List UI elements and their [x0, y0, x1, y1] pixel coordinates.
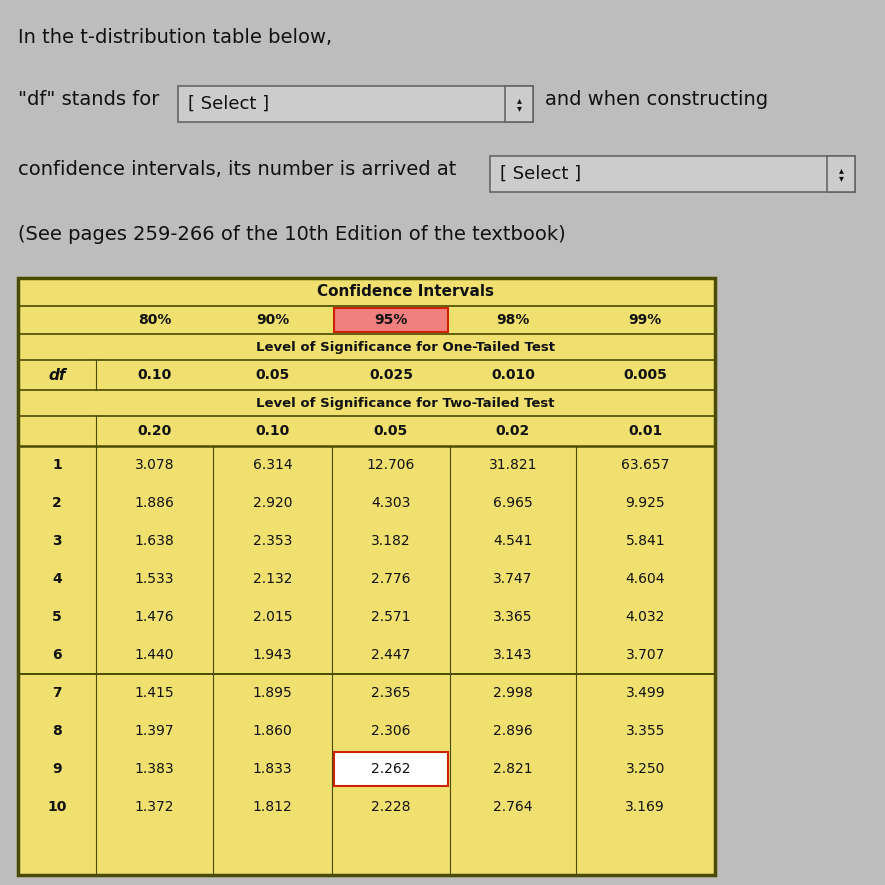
- Bar: [18, 278, 715, 875]
- Text: 98%: 98%: [496, 313, 529, 327]
- Bar: [505, 86, 533, 122]
- Text: 3: 3: [52, 534, 62, 548]
- Text: 9: 9: [52, 762, 62, 776]
- Text: 2.447: 2.447: [371, 648, 411, 662]
- Text: 6.965: 6.965: [493, 496, 533, 510]
- Text: Level of Significance for One-Tailed Test: Level of Significance for One-Tailed Tes…: [256, 341, 555, 353]
- Text: 3.182: 3.182: [371, 534, 411, 548]
- Text: 1.415: 1.415: [135, 686, 174, 700]
- Text: 2: 2: [52, 496, 62, 510]
- Text: 3.143: 3.143: [493, 648, 533, 662]
- Text: 1.476: 1.476: [135, 610, 174, 624]
- Text: 7: 7: [52, 686, 62, 700]
- Text: 1.833: 1.833: [252, 762, 292, 776]
- Text: 2.353: 2.353: [253, 534, 292, 548]
- Text: 3.747: 3.747: [493, 572, 533, 586]
- Text: ▴
▾: ▴ ▾: [839, 165, 843, 183]
- Text: df: df: [49, 367, 65, 382]
- Text: 0.20: 0.20: [137, 424, 172, 438]
- Text: 3.707: 3.707: [626, 648, 665, 662]
- Text: Level of Significance for Two-Tailed Test: Level of Significance for Two-Tailed Tes…: [257, 396, 555, 410]
- Text: 4.032: 4.032: [626, 610, 665, 624]
- Text: and when constructing: and when constructing: [545, 90, 768, 109]
- Text: [ Select ]: [ Select ]: [500, 165, 581, 183]
- Text: 80%: 80%: [138, 313, 172, 327]
- Text: confidence intervals, its number is arrived at: confidence intervals, its number is arri…: [18, 160, 457, 179]
- Text: 2.306: 2.306: [371, 724, 411, 738]
- Text: 1.372: 1.372: [135, 800, 174, 814]
- Bar: [178, 86, 533, 122]
- Text: 1: 1: [52, 458, 62, 472]
- Text: 3.078: 3.078: [135, 458, 174, 472]
- Text: 0.02: 0.02: [496, 424, 530, 438]
- Text: 2.571: 2.571: [371, 610, 411, 624]
- Text: 0.01: 0.01: [628, 424, 663, 438]
- Text: 2.365: 2.365: [371, 686, 411, 700]
- Text: 2.776: 2.776: [371, 572, 411, 586]
- Text: 2.262: 2.262: [371, 762, 411, 776]
- Bar: [18, 278, 715, 875]
- Text: 63.657: 63.657: [621, 458, 669, 472]
- Text: ▴
▾: ▴ ▾: [517, 95, 521, 113]
- Text: (See pages 259-266 of the 10th Edition of the textbook): (See pages 259-266 of the 10th Edition o…: [18, 225, 566, 244]
- Text: 4: 4: [52, 572, 62, 586]
- Text: 1.440: 1.440: [135, 648, 174, 662]
- Text: 90%: 90%: [256, 313, 289, 327]
- Text: 10: 10: [47, 800, 66, 814]
- Text: 0.10: 0.10: [255, 424, 289, 438]
- Text: 1.533: 1.533: [135, 572, 174, 586]
- Text: 2.920: 2.920: [252, 496, 292, 510]
- Text: 9.925: 9.925: [626, 496, 666, 510]
- Text: 2.821: 2.821: [493, 762, 533, 776]
- Text: 4.604: 4.604: [626, 572, 665, 586]
- Text: 0.10: 0.10: [137, 368, 172, 382]
- Text: 0.005: 0.005: [623, 368, 667, 382]
- Text: 1.812: 1.812: [252, 800, 292, 814]
- Text: 6.314: 6.314: [252, 458, 292, 472]
- Text: 2.998: 2.998: [493, 686, 533, 700]
- Text: 5.841: 5.841: [626, 534, 666, 548]
- Text: 3.169: 3.169: [626, 800, 666, 814]
- Text: "df" stands for: "df" stands for: [18, 90, 159, 109]
- Text: 1.895: 1.895: [252, 686, 292, 700]
- Text: 0.05: 0.05: [373, 424, 408, 438]
- Text: 3.250: 3.250: [626, 762, 665, 776]
- Text: 2.015: 2.015: [252, 610, 292, 624]
- Text: 1.383: 1.383: [135, 762, 174, 776]
- Text: [ Select ]: [ Select ]: [188, 95, 269, 113]
- Bar: [334, 752, 448, 786]
- Text: 6: 6: [52, 648, 62, 662]
- Bar: [334, 308, 448, 332]
- Text: 5: 5: [52, 610, 62, 624]
- Text: Confidence Intervals: Confidence Intervals: [317, 284, 494, 299]
- Text: 1.860: 1.860: [252, 724, 292, 738]
- Text: 1.397: 1.397: [135, 724, 174, 738]
- Text: 3.499: 3.499: [626, 686, 666, 700]
- Text: 4.303: 4.303: [371, 496, 411, 510]
- Bar: [827, 156, 855, 192]
- Text: 31.821: 31.821: [489, 458, 537, 472]
- Bar: [490, 156, 855, 192]
- Text: 8: 8: [52, 724, 62, 738]
- Text: 1.886: 1.886: [135, 496, 174, 510]
- Text: 1.638: 1.638: [135, 534, 174, 548]
- Text: 2.228: 2.228: [371, 800, 411, 814]
- Text: 3.355: 3.355: [626, 724, 665, 738]
- Text: 3.365: 3.365: [493, 610, 533, 624]
- Text: 0.05: 0.05: [255, 368, 289, 382]
- Text: 4.541: 4.541: [493, 534, 533, 548]
- Text: 12.706: 12.706: [366, 458, 415, 472]
- Text: 0.025: 0.025: [369, 368, 413, 382]
- Text: 2.896: 2.896: [493, 724, 533, 738]
- Text: In the t-distribution table below,: In the t-distribution table below,: [18, 28, 332, 47]
- Text: 2.764: 2.764: [493, 800, 533, 814]
- Text: 1.943: 1.943: [252, 648, 292, 662]
- Text: 0.010: 0.010: [491, 368, 535, 382]
- Text: 95%: 95%: [374, 313, 408, 327]
- Text: 99%: 99%: [628, 313, 662, 327]
- Text: 2.132: 2.132: [252, 572, 292, 586]
